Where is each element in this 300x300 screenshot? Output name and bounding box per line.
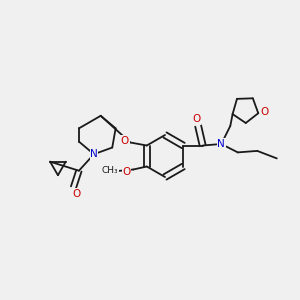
Text: CH₃: CH₃ bbox=[102, 166, 119, 175]
Text: N: N bbox=[90, 149, 98, 159]
Text: O: O bbox=[193, 114, 201, 124]
Text: O: O bbox=[121, 136, 129, 146]
Text: O: O bbox=[123, 167, 131, 177]
Text: O: O bbox=[261, 107, 269, 117]
Text: O: O bbox=[72, 189, 81, 199]
Text: N: N bbox=[218, 139, 225, 149]
